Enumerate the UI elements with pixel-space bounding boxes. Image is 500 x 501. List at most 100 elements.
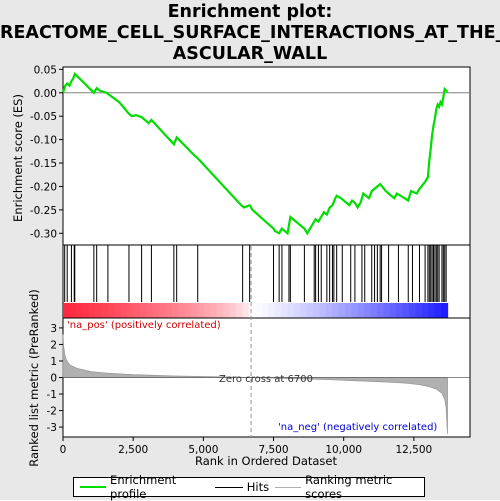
metric-ytick-label: -3 xyxy=(47,422,57,434)
hits-layer xyxy=(64,245,447,302)
band-segment xyxy=(325,303,333,318)
band-segment xyxy=(306,303,314,318)
band-segment xyxy=(300,303,308,318)
legend-item-enrichment-profile: Enrichment profile xyxy=(80,473,209,501)
band-segment xyxy=(229,303,237,318)
band-segment xyxy=(139,303,147,318)
legend-swatch-hits xyxy=(214,486,243,488)
band-segment xyxy=(63,303,71,318)
band-segment xyxy=(434,303,442,318)
band-segment xyxy=(82,303,90,318)
title-line-2: REACTOME_CELL_SURFACE_INTERACTIONS_AT_TH… xyxy=(0,23,500,43)
band-segment xyxy=(146,303,154,318)
legend-item-hits: Hits xyxy=(214,480,270,494)
band-segment xyxy=(409,303,417,318)
neg-correlated-label: 'na_neg' (negatively correlated) xyxy=(278,422,437,433)
band-segment xyxy=(396,303,404,318)
es-ytick-label: -0.25 xyxy=(30,205,57,217)
band-segment xyxy=(312,303,320,318)
band-segment xyxy=(210,303,218,318)
band-segment xyxy=(287,303,295,318)
band-segment xyxy=(223,303,231,318)
band-segment xyxy=(95,303,103,318)
pos-correlated-label: 'na_pos' (positively correlated) xyxy=(67,320,221,331)
band-segment xyxy=(280,303,288,318)
band-segment xyxy=(293,303,301,318)
es-ytick-label: 0.00 xyxy=(34,88,57,100)
band-segment xyxy=(191,303,199,318)
enrichment-profile-line xyxy=(61,72,449,236)
band-segment xyxy=(114,303,122,318)
band-segment xyxy=(268,303,276,318)
legend-label-ranking: Ranking metric scores xyxy=(305,473,393,501)
title-line-1: Enrichment plot: xyxy=(167,2,333,22)
metric-ytick-label: 0 xyxy=(50,373,57,385)
band-segment xyxy=(203,303,212,318)
es-ytick-label: 0.05 xyxy=(34,64,57,76)
band-segment xyxy=(75,303,83,318)
correlation-color-band xyxy=(63,303,449,318)
band-segment xyxy=(344,303,353,318)
band-segment xyxy=(107,303,115,318)
xtick-label: 5,000 xyxy=(188,444,218,456)
es-ytick-label: -0.15 xyxy=(30,158,57,170)
legend-label-enrichment: Enrichment profile xyxy=(110,473,177,501)
band-segment xyxy=(171,303,179,318)
metric-ytick-label: -2 xyxy=(47,406,57,418)
band-segment xyxy=(274,303,282,318)
enrichment-chart: 0.05 0.00 -0.05 -0.10 -0.15 -0.20 -0.25 -0.30 3 2… xyxy=(11,64,471,468)
band-segment xyxy=(332,303,340,318)
band-segment xyxy=(69,303,77,318)
metric-ytick-label: 1 xyxy=(50,356,57,368)
band-segment xyxy=(165,303,173,318)
band-segment xyxy=(242,303,250,318)
band-segment xyxy=(248,303,256,318)
es-ytick-label: -0.20 xyxy=(30,181,57,193)
legend-item-ranking-metric: Ranking metric scores xyxy=(275,473,424,501)
xtick-label: 7,500 xyxy=(258,444,288,456)
ranking-metric-area xyxy=(62,334,448,434)
es-ytick-label: -0.10 xyxy=(30,135,57,147)
xtick-label: 0 xyxy=(60,444,67,456)
metric-ytick-label: 3 xyxy=(50,323,57,335)
legend-swatch-enrichment xyxy=(80,486,107,488)
band-segment xyxy=(127,303,135,318)
plot-title: Enrichment plot: REACTOME_CELL_SURFACE_I… xyxy=(0,2,500,65)
band-segment xyxy=(152,303,160,318)
xtick-label: 10,000 xyxy=(325,444,362,456)
band-segment xyxy=(389,303,397,318)
band-segment xyxy=(415,303,423,318)
es-panel xyxy=(62,66,471,246)
band-segment xyxy=(216,303,224,318)
es-ytick-label: -0.30 xyxy=(30,228,57,240)
es-ytick-label: -0.05 xyxy=(30,111,57,123)
legend-swatch-ranking xyxy=(275,486,302,488)
band-segment xyxy=(236,303,244,318)
band-segment xyxy=(428,303,436,318)
band-segment xyxy=(402,303,410,318)
title-line-3: ASCULAR_WALL xyxy=(172,44,328,64)
band-segment xyxy=(159,303,167,318)
band-segment xyxy=(319,303,327,318)
band-segment xyxy=(261,303,269,318)
band-segment xyxy=(364,303,372,318)
band-segment xyxy=(184,303,192,318)
x-axis-label: Rank in Ordered Dataset xyxy=(195,454,338,468)
es-axis-label: Enrichment score (ES) xyxy=(11,94,25,222)
zero-cross-label: Zero cross at 6700 xyxy=(219,374,313,385)
band-segment xyxy=(357,303,365,318)
band-segment xyxy=(88,303,96,318)
band-segment xyxy=(441,303,449,318)
band-segment xyxy=(178,303,186,318)
metric-layer xyxy=(62,246,470,437)
band-segment xyxy=(370,303,378,318)
band-segment xyxy=(338,303,346,318)
legend-label-hits: Hits xyxy=(246,480,270,494)
band-segment xyxy=(197,303,205,318)
band-segment xyxy=(255,303,263,318)
band-segment xyxy=(383,303,391,318)
band-segment xyxy=(133,303,141,318)
metric-ytick-label: 2 xyxy=(50,339,57,351)
band-segment xyxy=(377,303,385,318)
